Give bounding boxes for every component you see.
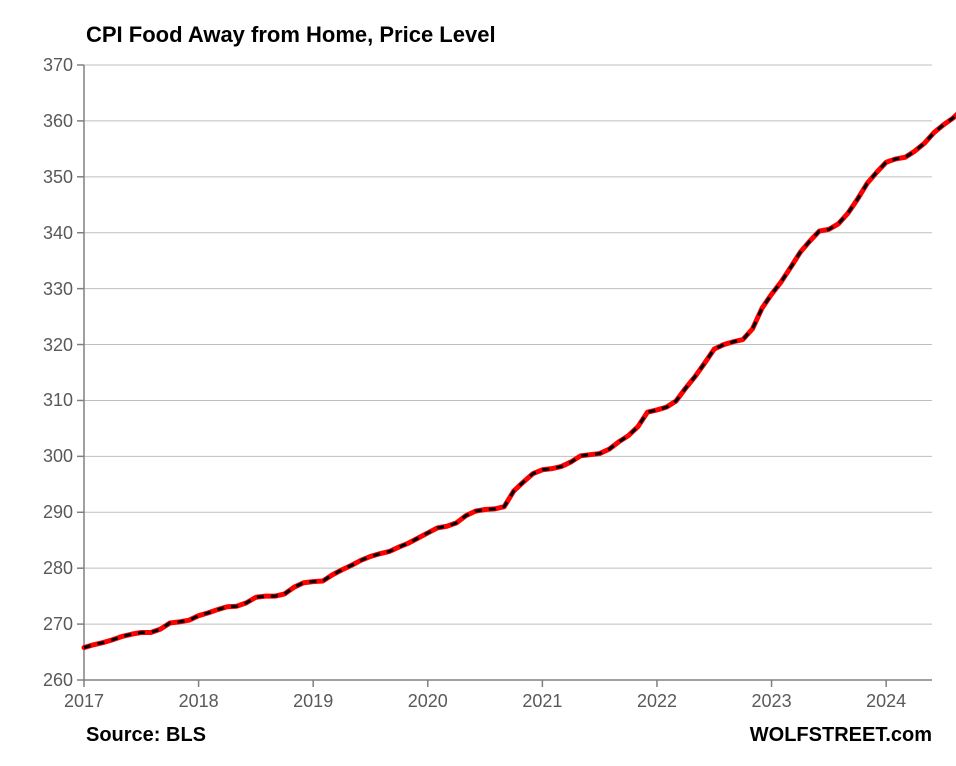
y-tick-label: 270 bbox=[43, 614, 73, 635]
y-tick-label: 340 bbox=[43, 223, 73, 244]
x-tick-label: 2019 bbox=[283, 691, 343, 712]
y-tick-label: 310 bbox=[43, 390, 73, 411]
y-tick-label: 290 bbox=[43, 502, 73, 523]
x-tick-label: 2023 bbox=[742, 691, 802, 712]
y-tick-label: 300 bbox=[43, 446, 73, 467]
x-tick-label: 2017 bbox=[54, 691, 114, 712]
y-tick-label: 370 bbox=[43, 55, 73, 76]
y-tick-label: 360 bbox=[43, 111, 73, 132]
y-tick-label: 280 bbox=[43, 558, 73, 579]
site-label: WOLFSTREET.com bbox=[750, 724, 932, 747]
x-tick-label: 2022 bbox=[627, 691, 687, 712]
x-tick-label: 2021 bbox=[512, 691, 572, 712]
x-tick-label: 2024 bbox=[856, 691, 916, 712]
y-tick-label: 320 bbox=[43, 335, 73, 356]
x-tick-label: 2020 bbox=[398, 691, 458, 712]
x-tick-label: 2018 bbox=[169, 691, 229, 712]
chart-container: CPI Food Away from Home, Price Level 260… bbox=[0, 0, 956, 766]
source-label: Source: BLS bbox=[86, 724, 206, 747]
chart-svg bbox=[0, 0, 956, 766]
y-tick-label: 330 bbox=[43, 279, 73, 300]
y-tick-label: 260 bbox=[43, 670, 73, 691]
y-tick-label: 350 bbox=[43, 167, 73, 188]
